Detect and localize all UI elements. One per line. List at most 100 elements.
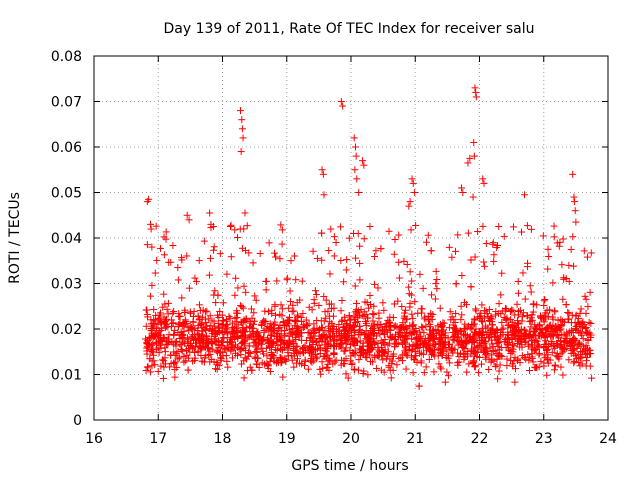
data-point — [544, 265, 552, 273]
data-point — [577, 305, 585, 313]
data-point — [298, 336, 306, 344]
data-point — [238, 244, 246, 252]
data-point — [430, 334, 438, 342]
y-axis-label: ROTI / TECUs — [7, 192, 23, 284]
data-point — [516, 329, 524, 337]
data-point — [489, 240, 497, 248]
data-point — [285, 341, 293, 349]
data-point — [164, 299, 172, 307]
data-point — [405, 202, 413, 210]
data-point — [458, 311, 466, 319]
data-point — [279, 373, 287, 381]
data-point — [391, 343, 399, 351]
data-point — [165, 337, 173, 345]
data-point — [277, 341, 285, 349]
data-point — [350, 334, 358, 342]
data-point — [179, 322, 187, 330]
data-point — [369, 310, 377, 318]
data-point — [242, 288, 250, 296]
data-point — [324, 360, 332, 368]
data-point — [411, 189, 419, 196]
data-point — [562, 275, 570, 283]
data-point — [470, 138, 478, 146]
data-point — [513, 300, 521, 308]
data-point — [354, 230, 362, 238]
data-point — [408, 322, 416, 330]
data-point — [377, 337, 385, 345]
data-point — [557, 363, 565, 371]
data-point — [329, 312, 337, 320]
data-point — [473, 352, 481, 360]
data-point — [254, 331, 262, 339]
data-point — [529, 358, 537, 366]
data-point — [229, 354, 237, 362]
data-point — [522, 331, 530, 339]
data-point — [578, 360, 586, 368]
data-point — [436, 363, 444, 371]
data-point — [223, 357, 231, 365]
data-point — [174, 276, 182, 284]
data-point — [287, 257, 295, 265]
data-point — [332, 239, 340, 247]
data-point — [574, 341, 582, 349]
data-point — [452, 280, 460, 288]
data-point — [586, 288, 594, 296]
data-point — [584, 337, 592, 345]
data-point — [369, 358, 377, 366]
data-point — [408, 310, 416, 318]
data-point — [317, 317, 325, 325]
data-point — [285, 304, 293, 312]
data-point — [285, 314, 293, 322]
data-point — [587, 320, 595, 328]
data-point — [352, 309, 360, 317]
data-point — [550, 233, 558, 241]
data-point — [515, 320, 523, 328]
data-point — [228, 330, 236, 338]
data-point — [168, 338, 176, 346]
data-point — [582, 309, 590, 317]
data-point — [540, 318, 548, 326]
data-point — [153, 256, 161, 264]
data-point — [342, 340, 350, 348]
data-point — [408, 291, 416, 299]
data-point — [531, 321, 539, 329]
data-point — [545, 330, 553, 338]
data-point — [423, 238, 431, 246]
data-point — [416, 337, 424, 345]
data-point — [272, 311, 280, 319]
data-point — [320, 292, 328, 300]
data-point — [504, 331, 512, 339]
data-point — [157, 244, 165, 252]
data-point — [337, 257, 345, 265]
data-point — [355, 326, 363, 334]
data-point — [541, 351, 549, 359]
data-point — [559, 295, 567, 303]
data-point — [327, 225, 335, 233]
data-point — [196, 306, 204, 314]
data-point — [278, 305, 286, 313]
data-point — [253, 360, 261, 368]
data-point — [180, 352, 188, 360]
data-point — [426, 323, 434, 331]
data-point — [342, 370, 350, 378]
data-point — [426, 330, 434, 338]
data-point — [277, 301, 285, 309]
data-point — [409, 179, 417, 187]
data-point — [472, 307, 480, 315]
data-point — [250, 320, 258, 328]
data-point — [511, 334, 519, 342]
data-point — [216, 307, 224, 315]
data-point — [318, 358, 326, 366]
data-point — [478, 301, 486, 309]
data-point — [365, 304, 373, 312]
data-point — [509, 362, 517, 370]
data-point — [271, 249, 279, 257]
data-point — [356, 242, 364, 250]
data-point — [425, 344, 433, 352]
data-point — [240, 374, 248, 382]
data-point — [322, 296, 330, 304]
data-point — [228, 335, 236, 343]
data-point — [454, 349, 462, 357]
data-point — [384, 352, 392, 360]
x-tick-label: 22 — [471, 431, 489, 447]
